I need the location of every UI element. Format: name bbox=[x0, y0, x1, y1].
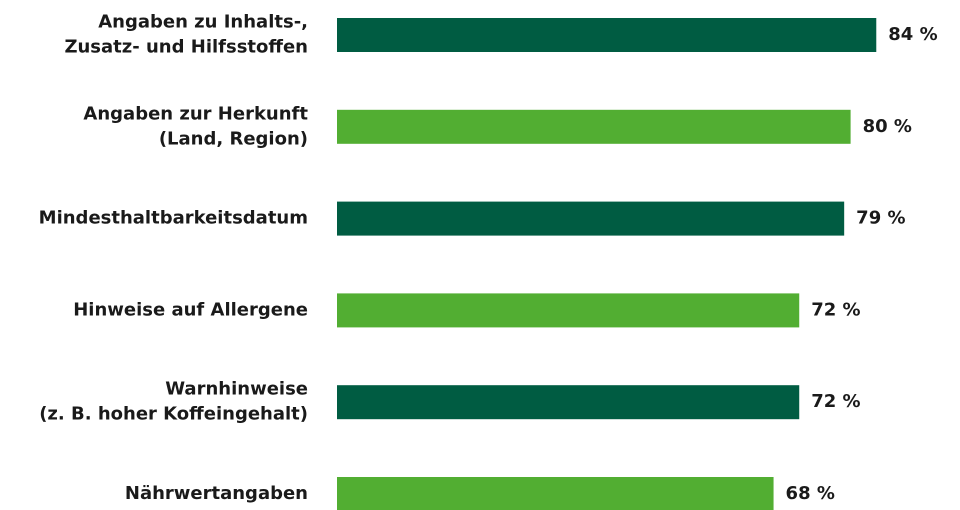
category-label: (z. B. hoher Koffeingehalt) bbox=[39, 404, 308, 425]
category-label: Zusatz- und Hilfsstoffen bbox=[64, 37, 308, 58]
bar bbox=[337, 201, 845, 236]
category-label: Angaben zur Herkunft bbox=[83, 103, 308, 124]
bar bbox=[337, 109, 851, 144]
value-label: 80 % bbox=[863, 116, 912, 137]
bar bbox=[337, 385, 800, 420]
bar bbox=[337, 477, 774, 510]
value-label: 72 % bbox=[811, 299, 860, 320]
value-label: 68 % bbox=[786, 483, 835, 504]
category-label: Mindesthaltbarkeitsdatum bbox=[39, 208, 308, 229]
category-label: (Land, Region) bbox=[159, 128, 308, 149]
category-label: Angaben zu Inhalts-, bbox=[98, 12, 308, 33]
value-label: 72 % bbox=[811, 391, 860, 412]
bar bbox=[337, 293, 800, 328]
bar bbox=[337, 18, 877, 52]
value-label: 84 % bbox=[888, 24, 937, 45]
category-label: Nährwertangaben bbox=[125, 483, 308, 504]
category-label: Hinweise auf Allergene bbox=[73, 299, 308, 320]
value-label: 79 % bbox=[856, 208, 905, 229]
category-label: Warnhinweise bbox=[165, 379, 308, 400]
